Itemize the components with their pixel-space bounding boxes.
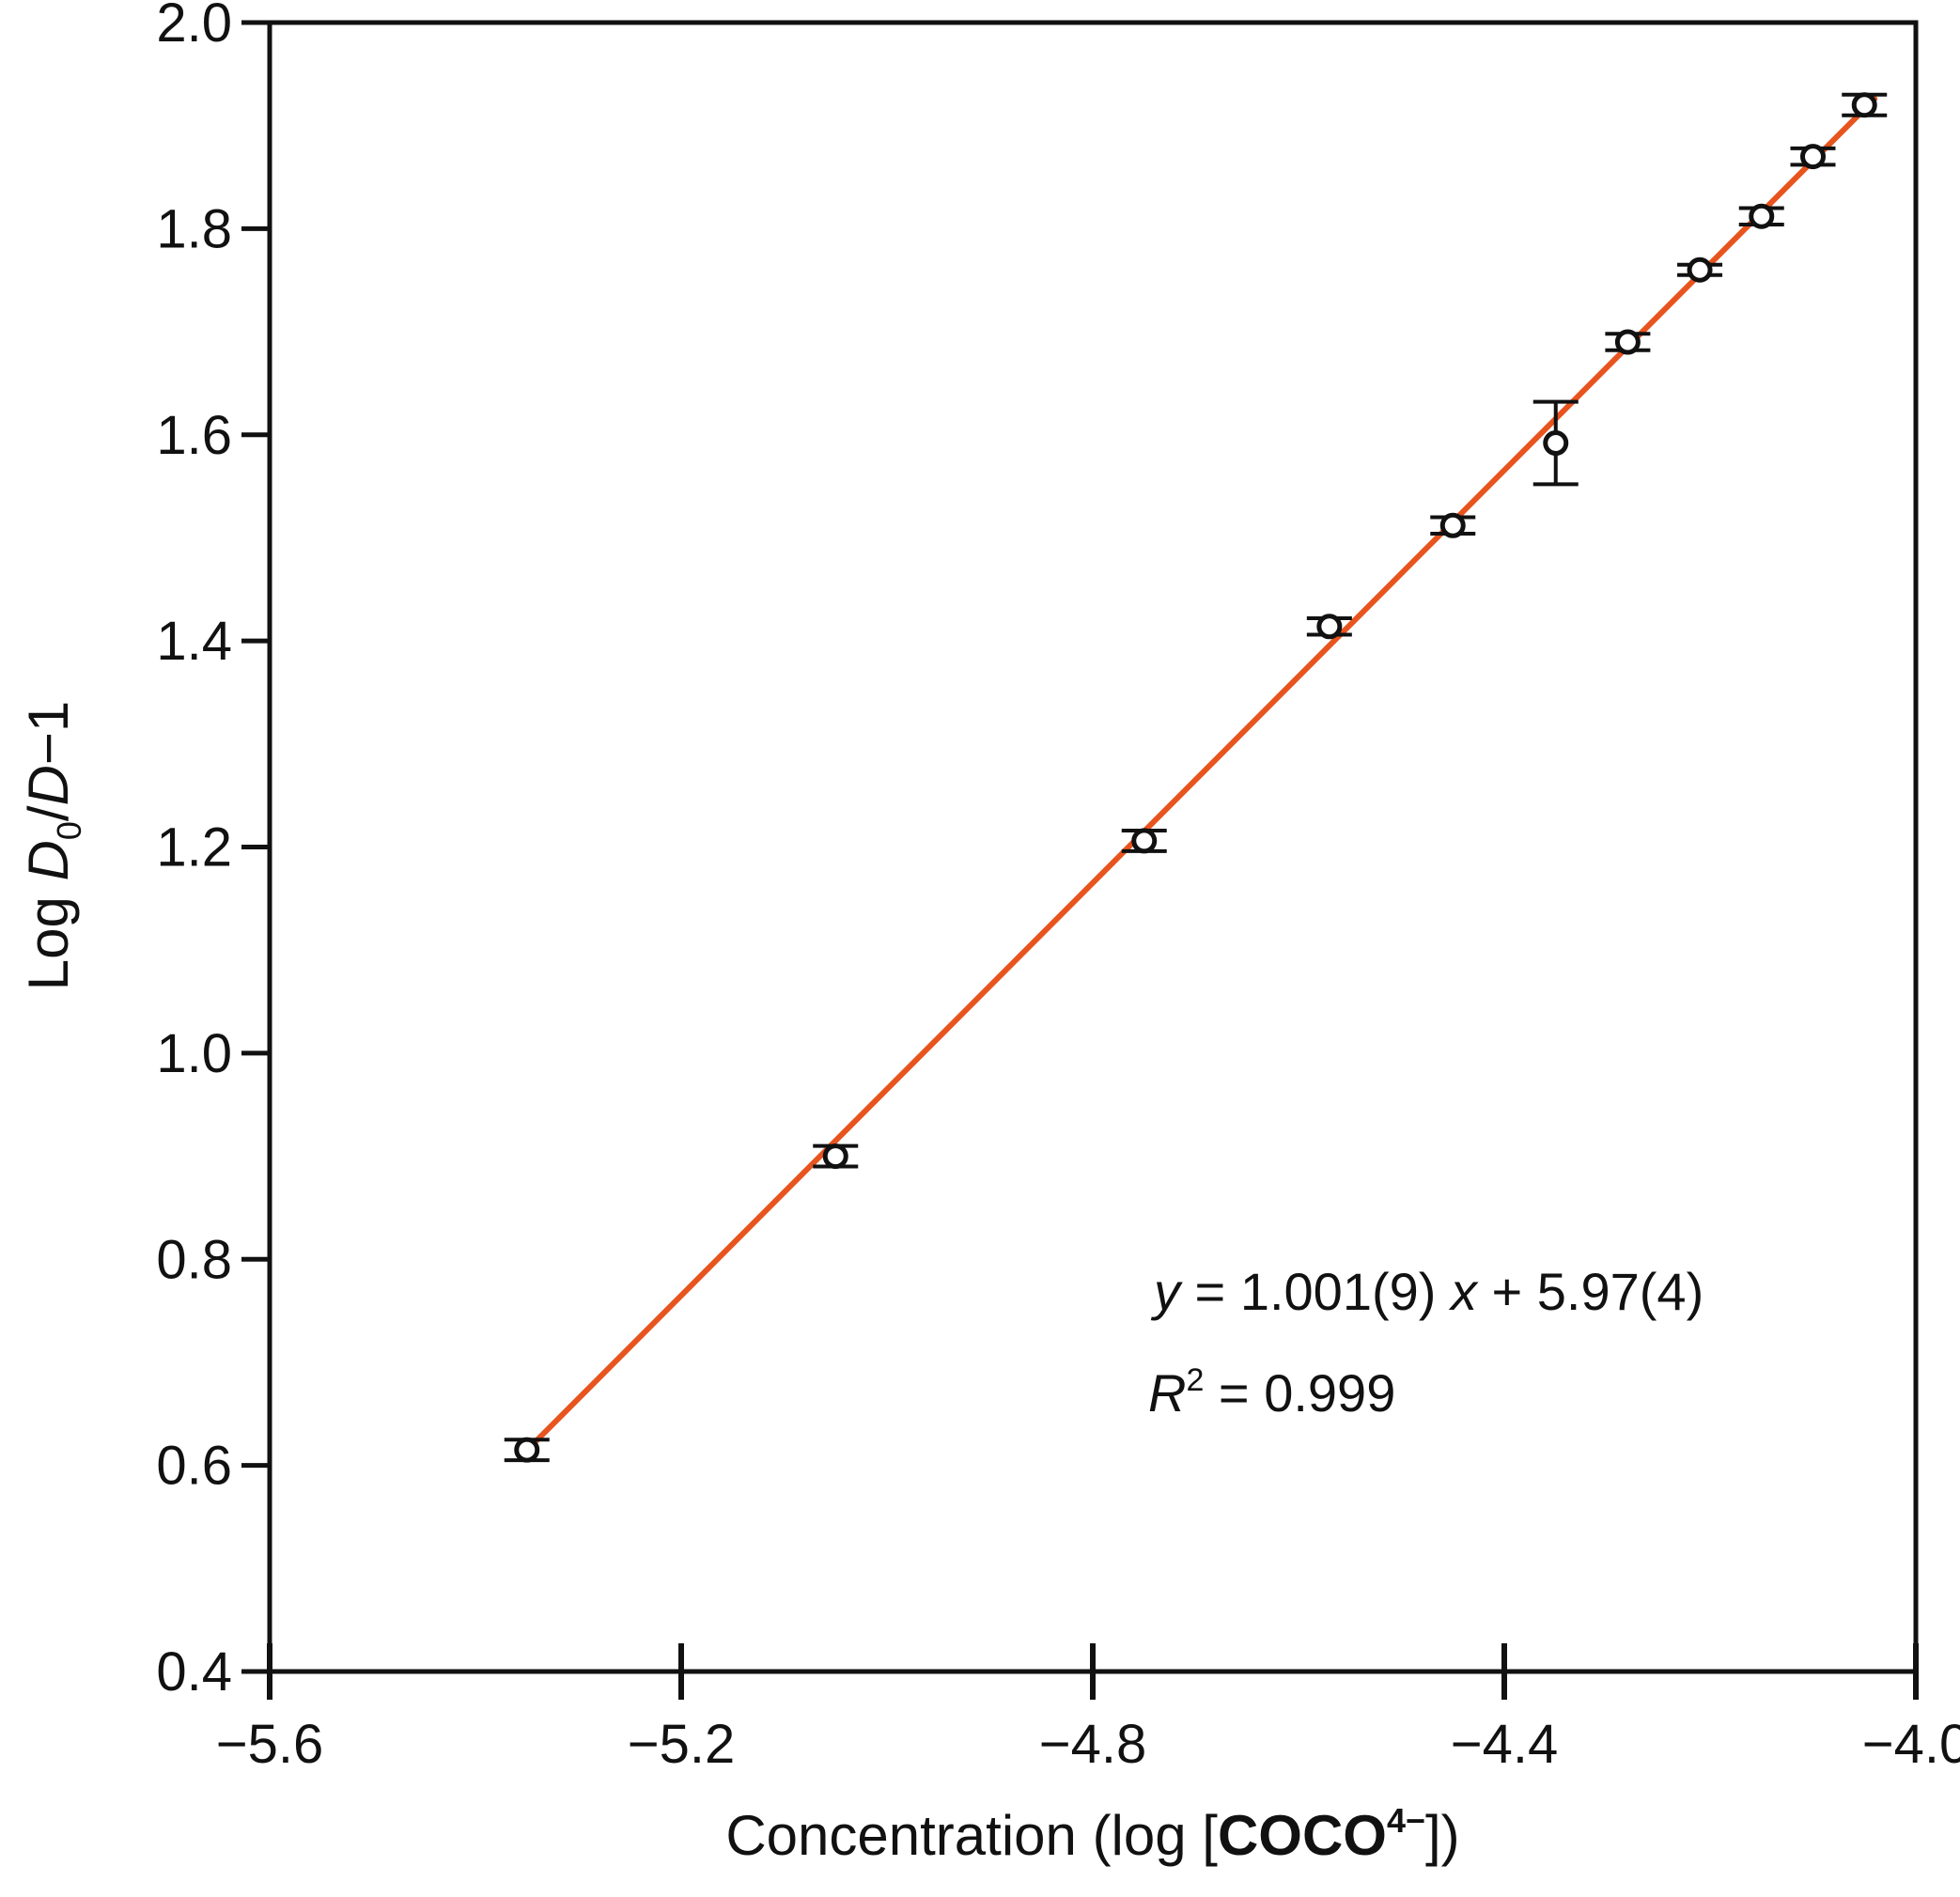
x-axis-ticks: −5.6 −5.2 −4.8 −4.4 −4.0 [216,1643,1960,1775]
y-tick-label: 1.0 [156,1023,232,1084]
x-axis-title: Concentration (log [COCO4−]) [725,1801,1459,1867]
data-point [1543,430,1569,457]
r-squared: R2 = 0.999 [1148,1362,1395,1423]
x-tick-label: −4.4 [1451,1714,1559,1775]
y-tick-label: 1.4 [156,611,232,672]
data-point [1687,257,1713,283]
data-point [1800,144,1826,170]
data-point [1316,614,1343,640]
data-point [1131,828,1158,854]
y-axis-title: Log D0/D−1 [17,701,88,991]
fit-line [523,96,1878,1454]
x-tick-label: −5.2 [628,1714,736,1775]
y-tick-label: 0.6 [156,1436,232,1497]
data-point [822,1143,848,1170]
data-points-group [504,92,1888,1463]
y-tick-label: 1.2 [156,817,232,879]
x-tick-label: −4.8 [1039,1714,1147,1775]
y-axis-ticks: 0.4 0.6 0.8 1.0 1.2 1.4 1.6 1.8 2.0 [156,0,270,1703]
x-tick-label: −5.6 [216,1714,324,1775]
data-point [1439,512,1466,538]
plot-frame [267,20,1919,1674]
y-tick-label: 2.0 [156,0,232,54]
x-tick-label: −4.0 [1862,1714,1960,1775]
fit-line-group [523,96,1878,1454]
data-point [1749,203,1775,229]
y-tick-label: 1.6 [156,405,232,466]
data-point [1614,329,1641,355]
y-tick-label: 0.8 [156,1229,232,1290]
data-point [514,1437,540,1463]
y-tick-label: 1.8 [156,198,232,259]
data-point [1851,92,1877,118]
fit-equation: y = 1.001(9) x + 5.97(4) [1150,1262,1703,1321]
y-tick-label: 0.4 [156,1641,232,1703]
